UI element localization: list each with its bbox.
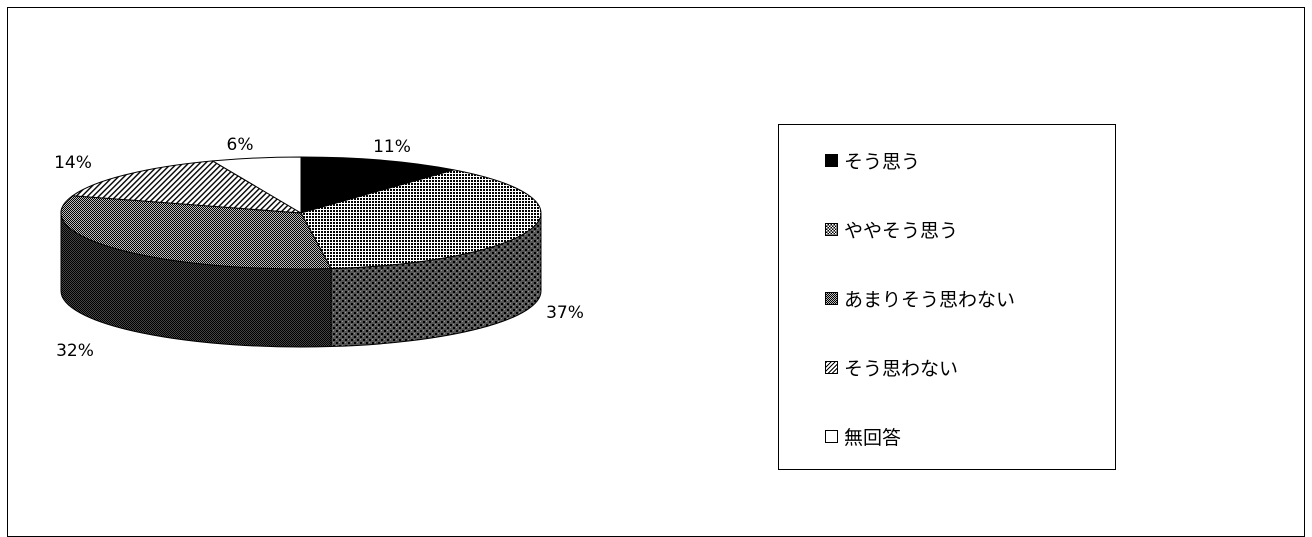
pie-slices	[60, 156, 542, 348]
legend-label: あまりそう思わない	[844, 288, 1016, 311]
legend-label: 無回答	[844, 426, 902, 449]
legend-item-amari-sou-omowanai: あまりそう思わない	[825, 283, 1015, 313]
legend-swatch	[825, 429, 838, 443]
legend-item-sou-omowanai: そう思わない	[825, 352, 958, 382]
legend-item-yaya-sou-omou: ややそう思う	[825, 214, 958, 244]
slice-yaya-sou-omou	[300, 169, 542, 270]
slice-sou-omou	[300, 156, 455, 214]
legend-label: そう思う	[844, 150, 921, 173]
legend-label: ややそう思う	[844, 219, 959, 242]
legend-swatch	[825, 153, 838, 167]
legend-item-sou-omou: そう思う	[825, 145, 920, 175]
pie-chart: 11% 37% 32% 14% 6%	[54, 135, 584, 361]
legend-item-mukaitou: 無回答	[825, 421, 901, 451]
slice-mukaitou	[211, 156, 302, 214]
legend-swatch	[825, 291, 838, 305]
pie-labels: 11% 37% 32% 14% 6%	[54, 135, 584, 361]
data-label-slice-yaya-sou-omou: 37%	[546, 303, 584, 323]
legend-swatch	[825, 222, 838, 236]
legend-swatch	[825, 360, 838, 374]
slice-amari-sou-omowanai	[60, 195, 332, 270]
data-label-slice-mukaitou: 6%	[227, 135, 254, 155]
data-label-slice-amari-sou-omowanai: 32%	[56, 341, 94, 361]
data-label-slice-sou-omowanai: 14%	[54, 153, 92, 173]
slice-sou-omowanai	[71, 160, 302, 214]
data-label-slice-sou-omou: 11%	[373, 137, 411, 157]
legend-label: そう思わない	[844, 357, 959, 380]
legend: そう思う ややそう思う あまりそう思わない そう思わない 無回答	[778, 124, 1116, 470]
